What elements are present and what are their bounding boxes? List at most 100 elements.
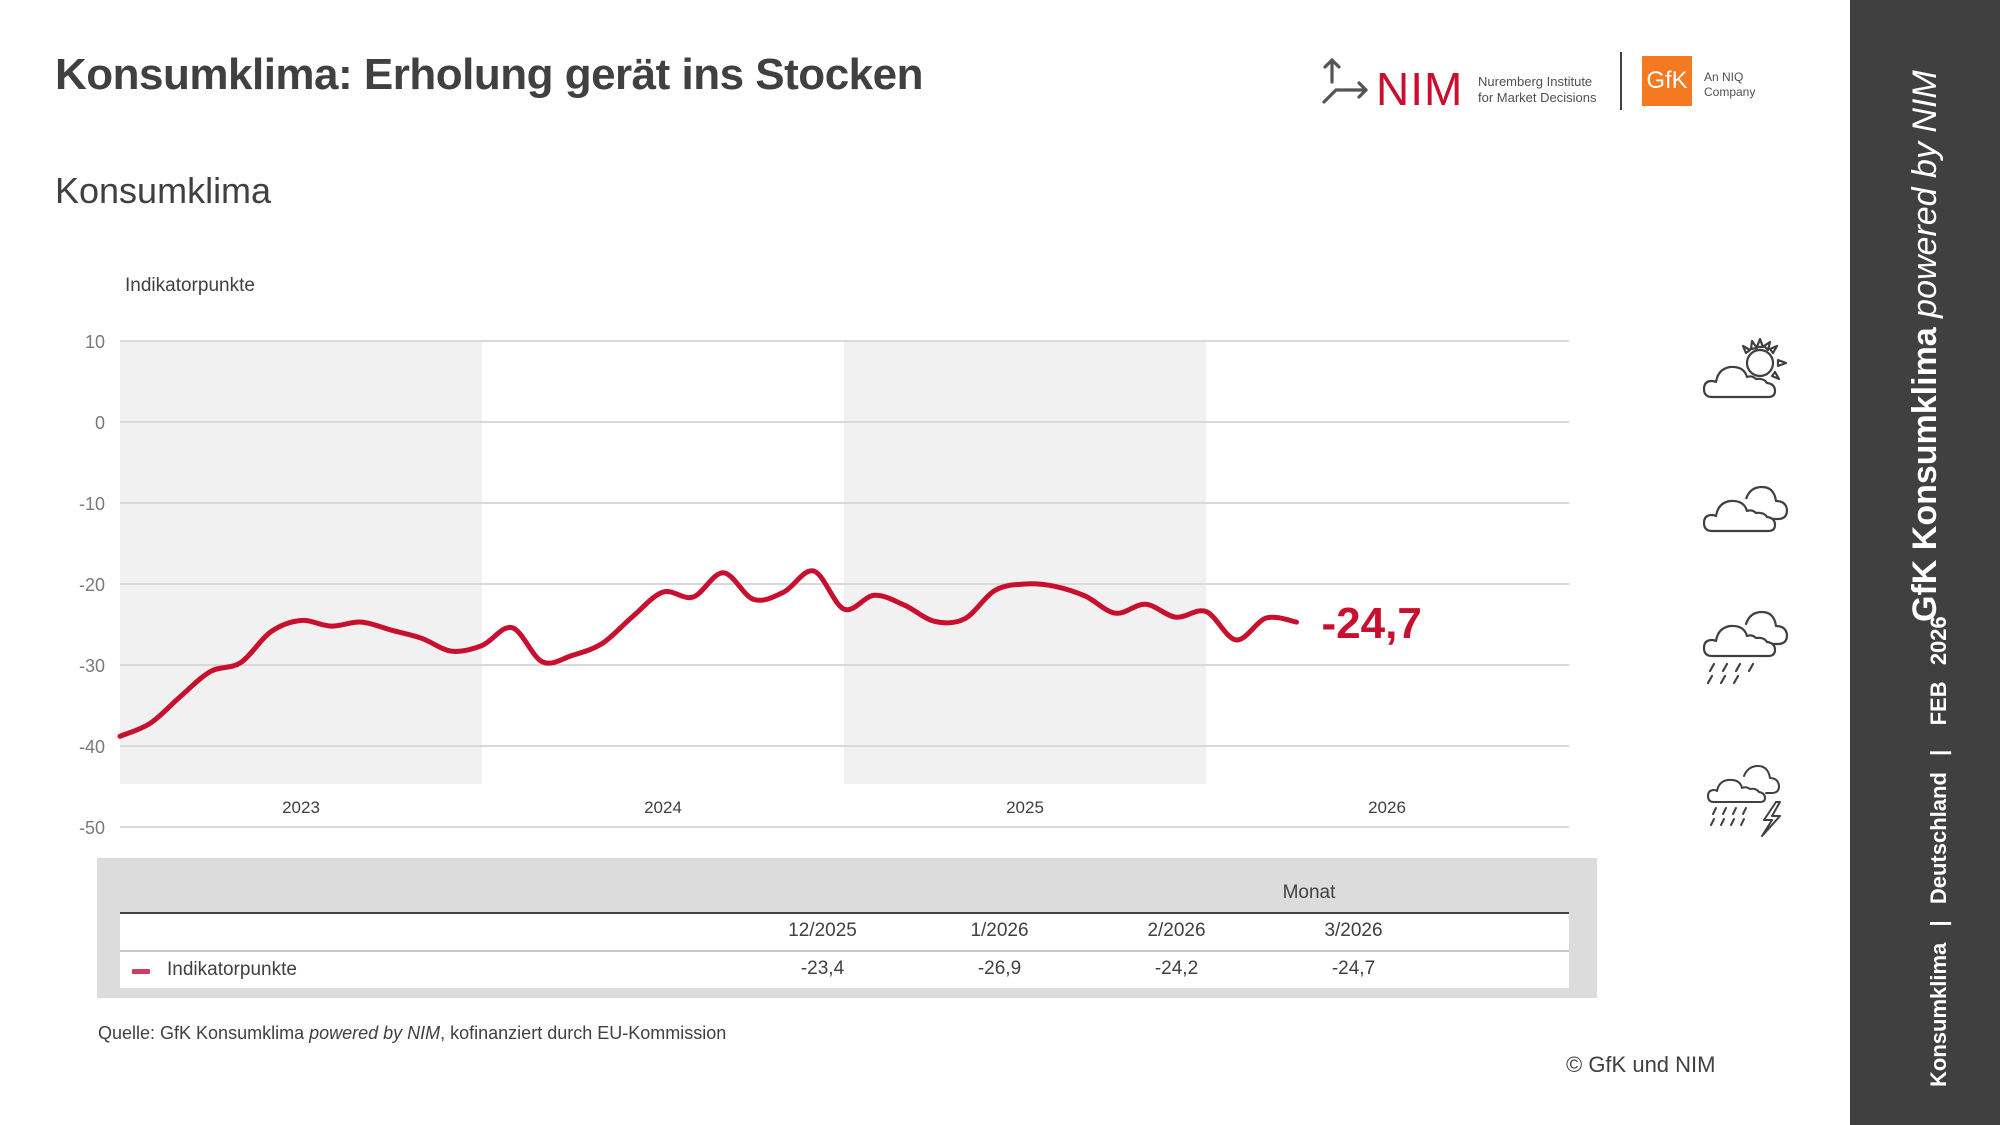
end-value-label: -24,7 [1322,599,1422,648]
data-point [842,607,847,612]
data-point [178,694,183,699]
copyright: © GfK und NIM [1566,1052,1716,1077]
data-point [992,588,997,593]
data-point [1113,611,1118,616]
data-point [902,603,907,608]
source-suffix: , kofinanziert durch EU-Kommission [440,1023,727,1043]
y-tick-label: 0 [95,413,105,433]
x-tick-label: 2025 [1006,798,1044,817]
data-point [721,570,726,575]
data-point [691,594,696,599]
legend-label: Indikatorpunkte [167,959,297,980]
data-point [630,614,635,619]
y-tick-label: -10 [79,494,105,514]
cloudy-icon [1702,485,1789,533]
year-band-2025 [844,341,1206,784]
table-cell: -26,9 [977,958,1022,979]
table-column-header: 12/2025 [788,920,857,941]
data-point [118,734,123,739]
gfk-desc-line: Company [1704,85,1756,99]
data-point [208,669,213,674]
x-tick-label: 2024 [644,798,682,817]
page-title: Konsumklima: Erholung gerät ins Stocken [55,50,923,99]
source-note: Quelle: GfK Konsumklima powered by NIM, … [98,1023,726,1044]
table-row: Indikatorpunkte -23,4 -26,9 -24,2 -24,7 [120,952,1569,988]
data-point [872,593,877,598]
legend-swatch [132,969,150,974]
data-point [962,616,967,621]
data-point [661,590,666,595]
sidebar-brand-italic: powered by NIM [1906,70,1944,318]
nim-desc-line: Nuremberg Institute [1478,74,1593,89]
y-tick-label: -30 [79,656,105,676]
data-point [932,619,937,624]
x-tick-label: 2026 [1368,798,1406,817]
table-header-row: 12/2025 1/2026 2/2026 3/2026 [120,914,1569,952]
data-point [148,721,153,726]
sidebar: GfK Konsumklima powered by NIM Konsumkli… [1850,0,2000,1125]
data-point [299,618,304,623]
data-point [1173,615,1178,620]
data-point [1083,594,1088,599]
thunderstorm-icon [1707,765,1781,837]
gfk-logo: GfK [1642,56,1692,106]
gfk-desc-line: An NIQ [1704,70,1744,84]
table-column-header: 3/2026 [1324,920,1383,941]
data-table: Monat 12/2025 1/2026 2/2026 3/2026 Indik… [97,858,1597,998]
logo-divider [1620,52,1622,110]
data-point [419,636,424,641]
source-prefix: Quelle: GfK Konsumklima [98,1023,310,1043]
source-italic: powered by NIM [309,1023,441,1043]
table-cell: -24,2 [1154,958,1199,979]
data-point [1053,584,1058,589]
nim-logo-word: NIM [1376,63,1464,115]
data-point [268,629,273,634]
data-point [359,620,364,625]
data-point [1294,620,1299,625]
nim-logo-description: Nuremberg Institute for Market Decisions [1478,74,1596,106]
logos: NIM Nuremberg Institute for Market Decis… [1320,50,1770,115]
y-axis-label: Indikatorpunkte [125,275,255,296]
gfk-logo-word: GfK [1646,67,1688,94]
y-tick-label: -40 [79,737,105,757]
data-point [389,628,394,633]
data-point [1023,582,1028,587]
data-point [1204,609,1209,614]
data-point [1143,602,1148,607]
y-tick-label: 10 [85,332,105,352]
nim-desc-line: for Market Decisions [1478,90,1597,105]
sun-behind-cloud-icon [1702,337,1788,399]
data-point [329,624,334,629]
data-point [570,653,575,658]
table-group-header: Monat [1282,882,1336,903]
chart-title: Konsumklima [55,170,272,211]
data-point [449,649,454,654]
data-point [480,643,485,648]
table-body: 12/2025 1/2026 2/2026 3/2026 Indikatorpu… [120,912,1569,988]
data-point [1234,637,1239,642]
gfk-logo-description: An NIQ Company [1704,70,1755,100]
nim-arrow-icon [1322,58,1368,104]
data-point [1264,616,1269,621]
year-band-2023 [120,341,482,784]
data-point [510,625,515,630]
rain-cloud-icon [1702,610,1789,685]
data-point [751,597,756,602]
table-column-header: 2/2026 [1147,920,1206,941]
table-column-header: 1/2026 [970,920,1029,941]
table-cell: -23,4 [800,958,845,979]
y-tick-label: -20 [79,575,105,595]
sidebar-brand-bold: GfK Konsumklima [1906,317,1944,622]
data-point [781,590,786,595]
data-point [600,641,605,646]
data-point [238,660,243,665]
table-cell: -24,7 [1331,958,1376,979]
x-tick-label: 2023 [282,798,320,817]
series-line-indikatorpunkte [117,568,1299,739]
data-point [811,569,816,574]
sidebar-meta: Konsumklima | Deutschland | FEB 2026 [1926,616,1951,1087]
y-tick-label: -50 [79,818,105,838]
sidebar-brand: GfK Konsumklima powered by NIM [1906,70,1945,622]
data-point [540,659,545,664]
